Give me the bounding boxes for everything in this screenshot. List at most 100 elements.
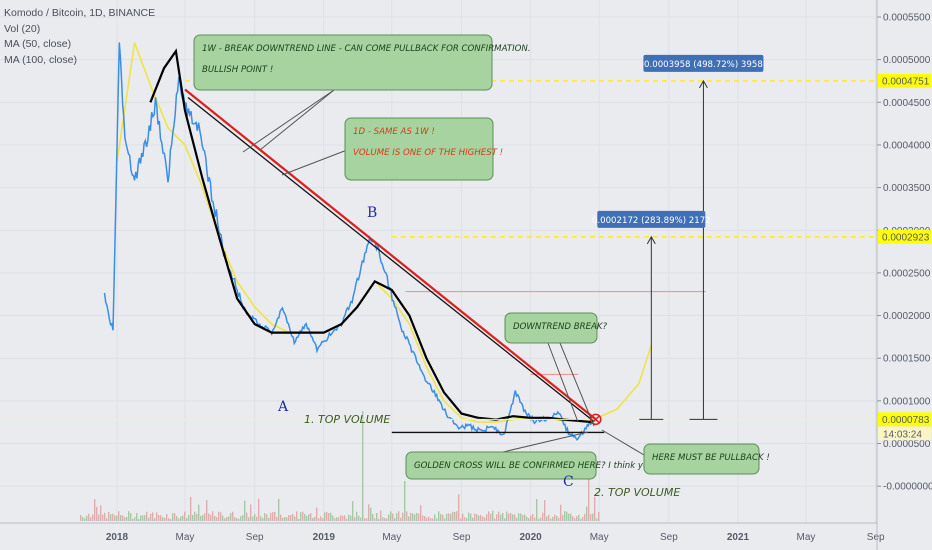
volume-bar [254,514,256,521]
volume-bar [140,515,142,521]
volume-bar [512,514,514,521]
note-text: 1D - SAME AS 1W ! [353,127,435,137]
volume-bar [220,512,222,521]
volume-bar [526,516,528,521]
volume-bar [410,512,412,521]
volume-bar [124,517,126,521]
volume-bar [156,512,158,521]
volume-bar [300,512,302,521]
volume-bar [408,516,410,521]
note-pullback[interactable]: HERE MUST BE PULLBACK ! [601,429,770,475]
volume-bar [192,515,194,521]
volume-bar [524,514,526,521]
volume-bar [378,518,380,521]
price-tick-label: 0.0001000 [883,396,931,407]
legend-volume[interactable]: Vol (20) [4,22,41,35]
volume-bar [296,511,298,521]
volume-bar [350,515,352,521]
price-tick-label: -0.0000000 [883,482,932,493]
volume-bar [100,505,102,521]
volume-bar [364,518,366,521]
volume-bar [416,512,418,521]
volume-bar [420,505,422,521]
legend-ma100[interactable]: MA (100, close) [4,53,77,66]
volume-bar [576,516,578,521]
price-tick-label: 0.0004500 [883,98,931,109]
volume-bar [452,511,454,521]
volume-bar [332,515,334,521]
volume-bar [502,512,504,521]
volume-bar [356,511,358,521]
series-lines [103,42,653,441]
volume-bar [130,513,132,521]
note-text: DOWNTREND BREAK? [513,322,608,332]
volume-bar [490,513,492,521]
volume-bar [566,511,568,521]
volume-bar [134,517,136,521]
volume-bar [266,514,268,521]
note-daily-same[interactable]: 1D - SAME AS 1W ! VOLUME IS ONE OF THE HI… [281,117,503,181]
legend-symbol[interactable]: Komodo / Bitcoin, 1D, BINANCE [4,7,156,19]
note-golden-cross[interactable]: GOLDEN CROSS WILL BE CONFIRMED HERE? I t… [405,431,653,480]
volume-bar [84,518,86,521]
volume-bar [310,513,312,521]
volume-bar [104,512,106,521]
volume-bar [318,518,320,521]
volume-bar [436,518,438,521]
measure-label-box [643,54,764,72]
volume-bar [470,513,472,521]
volume-bar [406,511,408,521]
volume-bar [398,511,400,521]
volume-bar [542,512,544,521]
date-tick-label: May [797,532,816,543]
volume-bar [414,514,416,521]
volume-bar [224,518,226,521]
volume-bar [530,515,532,521]
price-tag-label: 0.0002923 [882,232,930,243]
volume-bar [552,517,554,521]
volume-bar [518,513,520,521]
volume-bar [316,507,318,521]
volume-bar [486,514,488,521]
price-tag [878,412,931,427]
volume-bar [596,518,598,521]
volume-bar [298,518,300,521]
legend-ma50[interactable]: MA (50, close) [4,38,72,50]
volume-bar [472,517,474,521]
chart-legend: Komodo / Bitcoin, 1D, BINANCE Vol (20) M… [4,6,155,68]
volume-bar [272,512,274,521]
volume-bar [288,515,290,521]
volume-bar [446,513,448,521]
volume-bar [208,513,210,521]
volume-bar [418,513,420,521]
breakout-cross-b [591,414,601,424]
volume-bar [592,513,594,521]
volume-bar [434,514,436,521]
date-tick-label: May [176,532,195,543]
note-weekly-break[interactable]: 1W - BREAK DOWNTREND LINE - CAN COME PUL… [193,34,531,153]
measure-arrowhead [646,235,656,245]
volume-bar [292,514,294,521]
volume-bar [340,515,342,521]
volume-bar [494,518,496,521]
volume-bar [534,517,536,521]
volume-bar [328,513,330,521]
volume-bar [154,518,156,521]
price-tick-label: 0.0003500 [883,183,931,194]
volume-bar [166,514,168,521]
volume-bar [102,514,104,521]
volume-bar [222,515,224,521]
volume-bar [226,516,228,521]
volume-bar [132,518,134,521]
note-downtrend-break[interactable]: DOWNTREND BREAK? [504,312,608,427]
volume-bar [580,518,582,521]
price-tick-label: 0.0000500 [883,439,931,450]
volume-bar [306,516,308,521]
volume-bar [114,515,116,521]
volume-bar [556,516,558,521]
volume-bar [246,512,248,521]
volume-bar [234,517,236,521]
price-tag [878,229,931,244]
